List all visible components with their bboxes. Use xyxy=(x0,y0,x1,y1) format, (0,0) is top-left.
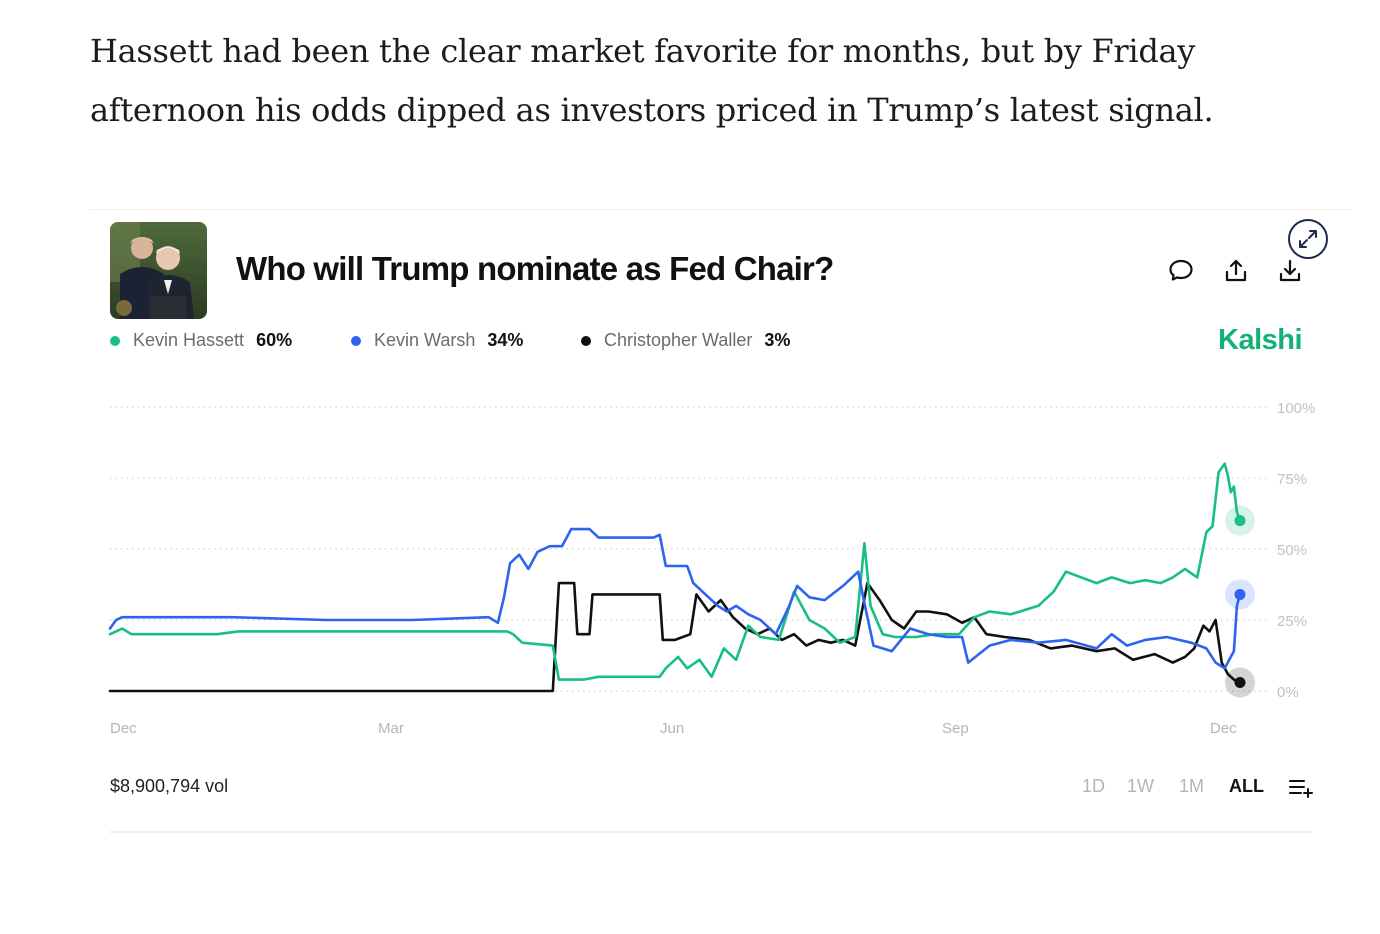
comment-icon[interactable] xyxy=(1168,258,1194,284)
legend-name: Kevin Warsh xyxy=(374,330,476,350)
x-tick-label: Mar xyxy=(378,720,404,737)
expand-button[interactable] xyxy=(1288,219,1328,259)
price-chart[interactable]: 100% 75% 50% 25% 0% Dec Mar Jun Sep Dec xyxy=(0,0,1380,760)
legend-item-waller[interactable]: Christopher Waller 3% xyxy=(581,330,790,351)
download-icon[interactable] xyxy=(1277,258,1303,284)
share-icon[interactable] xyxy=(1223,258,1249,284)
range-all-button[interactable]: ALL xyxy=(1229,776,1264,796)
y-tick-label: 25% xyxy=(1277,613,1307,630)
y-tick-label: 50% xyxy=(1277,542,1307,559)
article-paragraph: Hassett had been the clear market favori… xyxy=(90,32,1214,129)
x-tick-label: Dec xyxy=(110,720,137,737)
legend-percent: 34% xyxy=(487,330,524,350)
x-tick-label: Jun xyxy=(660,720,684,737)
range-1w-button[interactable]: 1W xyxy=(1127,776,1154,796)
legend-percent: 60% xyxy=(256,330,293,350)
embed-divider xyxy=(90,209,1352,210)
x-tick-label: Sep xyxy=(942,720,969,737)
legend-percent: 3% xyxy=(764,330,791,350)
y-tick-label: 100% xyxy=(1277,400,1315,417)
y-tick-label: 75% xyxy=(1277,471,1307,488)
end-marker-christopher-waller xyxy=(1234,676,1246,688)
portrait-photo xyxy=(110,222,207,319)
add-list-icon[interactable] xyxy=(1289,778,1315,798)
range-1m-button[interactable]: 1M xyxy=(1179,776,1205,796)
y-tick-label: 0% xyxy=(1277,684,1299,701)
legend-dot-warsh xyxy=(351,335,361,346)
series-line-christopher-waller xyxy=(108,581,1242,693)
range-1d-button[interactable]: 1D xyxy=(1082,776,1106,796)
embed-divider-bottom xyxy=(110,831,1312,833)
x-tick-label: Dec xyxy=(1210,720,1237,737)
volume-label: $8,900,794 vol xyxy=(110,776,229,796)
legend-dot-hassett xyxy=(110,335,120,346)
legend-name: Christopher Waller xyxy=(604,330,753,350)
end-marker-kevin-hassett xyxy=(1234,515,1246,527)
kalshi-logo[interactable]: Kalshi xyxy=(1218,324,1303,356)
legend-dot-waller xyxy=(581,335,591,346)
series-line-kevin-warsh xyxy=(108,527,1242,670)
legend-name: Kevin Hassett xyxy=(133,330,245,350)
expand-icon xyxy=(1299,230,1317,248)
market-title: Who will Trump nominate as Fed Chair? xyxy=(236,250,834,287)
portrait-photo-image xyxy=(110,222,207,319)
end-marker-kevin-warsh xyxy=(1234,588,1246,600)
time-range-selector: 1D 1W 1M ALL xyxy=(0,776,1380,800)
series-line-kevin-hassett xyxy=(108,462,1242,681)
legend-item-warsh[interactable]: Kevin Warsh 34% xyxy=(351,330,523,351)
legend-item-hassett[interactable]: Kevin Hassett 60% xyxy=(110,330,292,351)
